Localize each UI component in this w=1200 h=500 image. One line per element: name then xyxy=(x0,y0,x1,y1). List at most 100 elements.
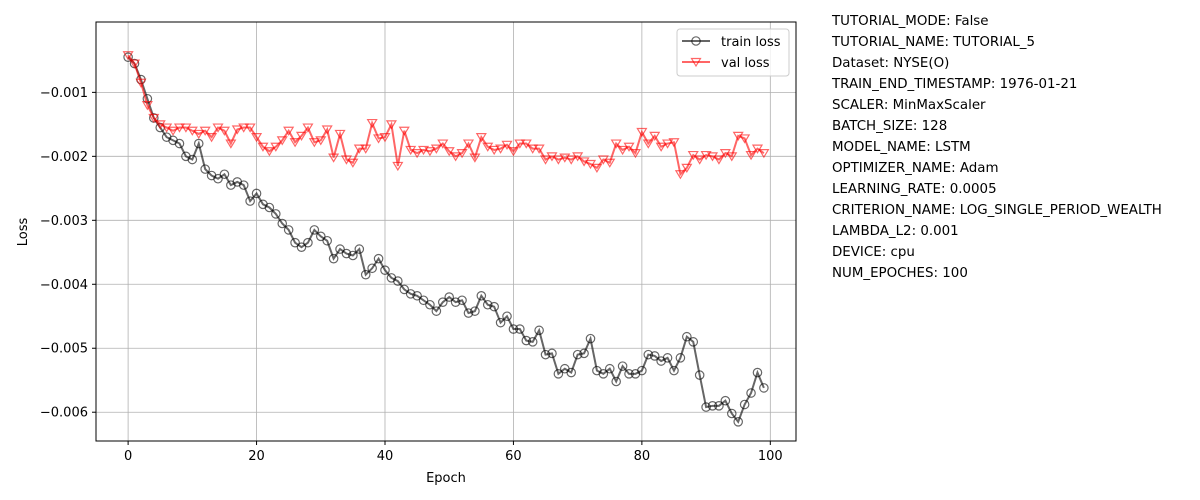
train-loss-point xyxy=(322,235,332,246)
val-loss-point xyxy=(141,101,153,111)
train-loss-point xyxy=(123,52,133,62)
val-loss-point xyxy=(276,136,288,146)
train-loss-point xyxy=(463,308,474,318)
val-loss-point xyxy=(604,158,616,168)
train-loss-point xyxy=(213,173,223,184)
train-loss-point xyxy=(547,348,557,359)
val-loss-point xyxy=(218,126,230,136)
train-loss-point xyxy=(470,306,480,316)
series-layer xyxy=(122,51,770,427)
train-loss-point xyxy=(662,353,673,363)
val-loss-point xyxy=(437,139,449,149)
y-tick-label: −0.004 xyxy=(40,278,88,293)
train-loss-line xyxy=(127,56,765,424)
train-loss-point xyxy=(341,248,352,259)
train-loss-point xyxy=(527,337,538,347)
val-loss-point xyxy=(283,126,295,136)
y-tick-label: −0.002 xyxy=(40,150,88,165)
val-loss-point xyxy=(662,139,674,149)
val-loss-point xyxy=(739,134,751,144)
val-loss-point xyxy=(507,147,519,157)
val-loss-point xyxy=(193,129,205,140)
train-loss-point xyxy=(219,169,230,180)
val-loss-point xyxy=(270,142,282,152)
train-loss-point xyxy=(604,363,615,374)
info-line: CRITERION_NAME: LOG_SINGLE_PERIOD_WEALTH xyxy=(832,203,1162,218)
val-loss-point xyxy=(501,140,513,150)
train-loss-point xyxy=(412,290,422,301)
axis-ticks: 0 20 40 60 80 100 −0.001 −0.002 −0.003 −0.004 −0.0… xyxy=(40,86,783,464)
x-tick-label: 40 xyxy=(377,449,394,464)
val-loss-point xyxy=(450,152,462,162)
train-loss-point xyxy=(688,337,699,347)
train-loss-point xyxy=(482,299,493,310)
val-loss-point xyxy=(539,155,552,165)
val-loss-point xyxy=(315,136,327,146)
val-loss-point xyxy=(495,144,507,154)
train-loss-point xyxy=(521,335,532,346)
train-loss-point xyxy=(373,253,384,264)
val-loss-point xyxy=(424,147,436,157)
val-loss-point xyxy=(347,158,359,168)
train-loss-point xyxy=(187,154,198,165)
val-loss-point xyxy=(250,133,263,143)
info-line: SCALER: MinMaxScaler xyxy=(832,98,986,113)
train-loss-point xyxy=(360,269,371,280)
train-loss-point xyxy=(694,370,705,380)
val-loss-point xyxy=(668,138,680,148)
val-loss-point xyxy=(263,147,275,157)
train-loss-point xyxy=(746,388,756,398)
val-loss-point xyxy=(751,144,764,154)
train-loss-point xyxy=(264,202,275,213)
y-tick-label: −0.006 xyxy=(40,406,88,421)
info-line: DEVICE: cpu xyxy=(832,245,915,260)
legend-train-marker xyxy=(691,36,701,46)
train-loss-point xyxy=(174,138,185,149)
val-loss-point xyxy=(565,155,577,165)
train-loss-point xyxy=(726,408,737,419)
val-loss-point xyxy=(559,153,571,163)
val-loss-point xyxy=(694,155,706,165)
x-axis-title: Epoch xyxy=(426,471,466,486)
train-loss-point xyxy=(309,225,320,235)
train-loss-point xyxy=(251,188,262,199)
legend-val-label: val loss xyxy=(721,56,770,71)
val-loss-point xyxy=(302,123,314,133)
grid-lines xyxy=(96,22,796,441)
val-loss-point xyxy=(610,139,622,149)
legend-val-marker xyxy=(690,57,702,68)
val-loss-point xyxy=(238,123,250,133)
train-loss-point xyxy=(444,292,455,302)
val-loss-point xyxy=(328,153,340,163)
train-loss-point xyxy=(540,349,551,360)
train-loss-point xyxy=(598,369,609,379)
val-loss-point xyxy=(469,153,481,163)
val-loss-point xyxy=(417,145,430,156)
train-loss-point xyxy=(335,244,345,254)
run-config-info: TUTORIAL_MODE: False TUTORIAL_NAME: TUTOR… xyxy=(832,11,1162,284)
train-loss-point xyxy=(508,324,519,334)
train-loss-point xyxy=(617,361,628,371)
val-loss-point xyxy=(289,138,301,148)
val-loss-point xyxy=(687,150,699,161)
x-tick-label: 100 xyxy=(758,449,783,464)
val-loss-point xyxy=(379,133,391,143)
val-loss-point xyxy=(321,125,333,135)
train-loss-point xyxy=(624,369,634,379)
train-loss-point xyxy=(303,237,313,248)
train-loss-point xyxy=(733,417,744,427)
train-loss-point xyxy=(515,324,525,334)
info-line: TUTORIAL_MODE: False xyxy=(832,14,989,29)
val-loss-point xyxy=(122,51,134,61)
train-loss-point xyxy=(367,263,377,274)
val-loss-point xyxy=(462,139,475,149)
info-line: BATCH_SIZE: 128 xyxy=(832,119,948,134)
train-loss-point xyxy=(380,265,390,276)
train-loss-point xyxy=(502,311,512,322)
val-loss-point xyxy=(552,155,564,165)
train-loss-point xyxy=(566,367,577,378)
val-loss-point xyxy=(334,129,346,140)
val-loss-point xyxy=(392,161,404,172)
val-loss-point xyxy=(173,123,186,133)
train-loss-point xyxy=(296,242,307,252)
